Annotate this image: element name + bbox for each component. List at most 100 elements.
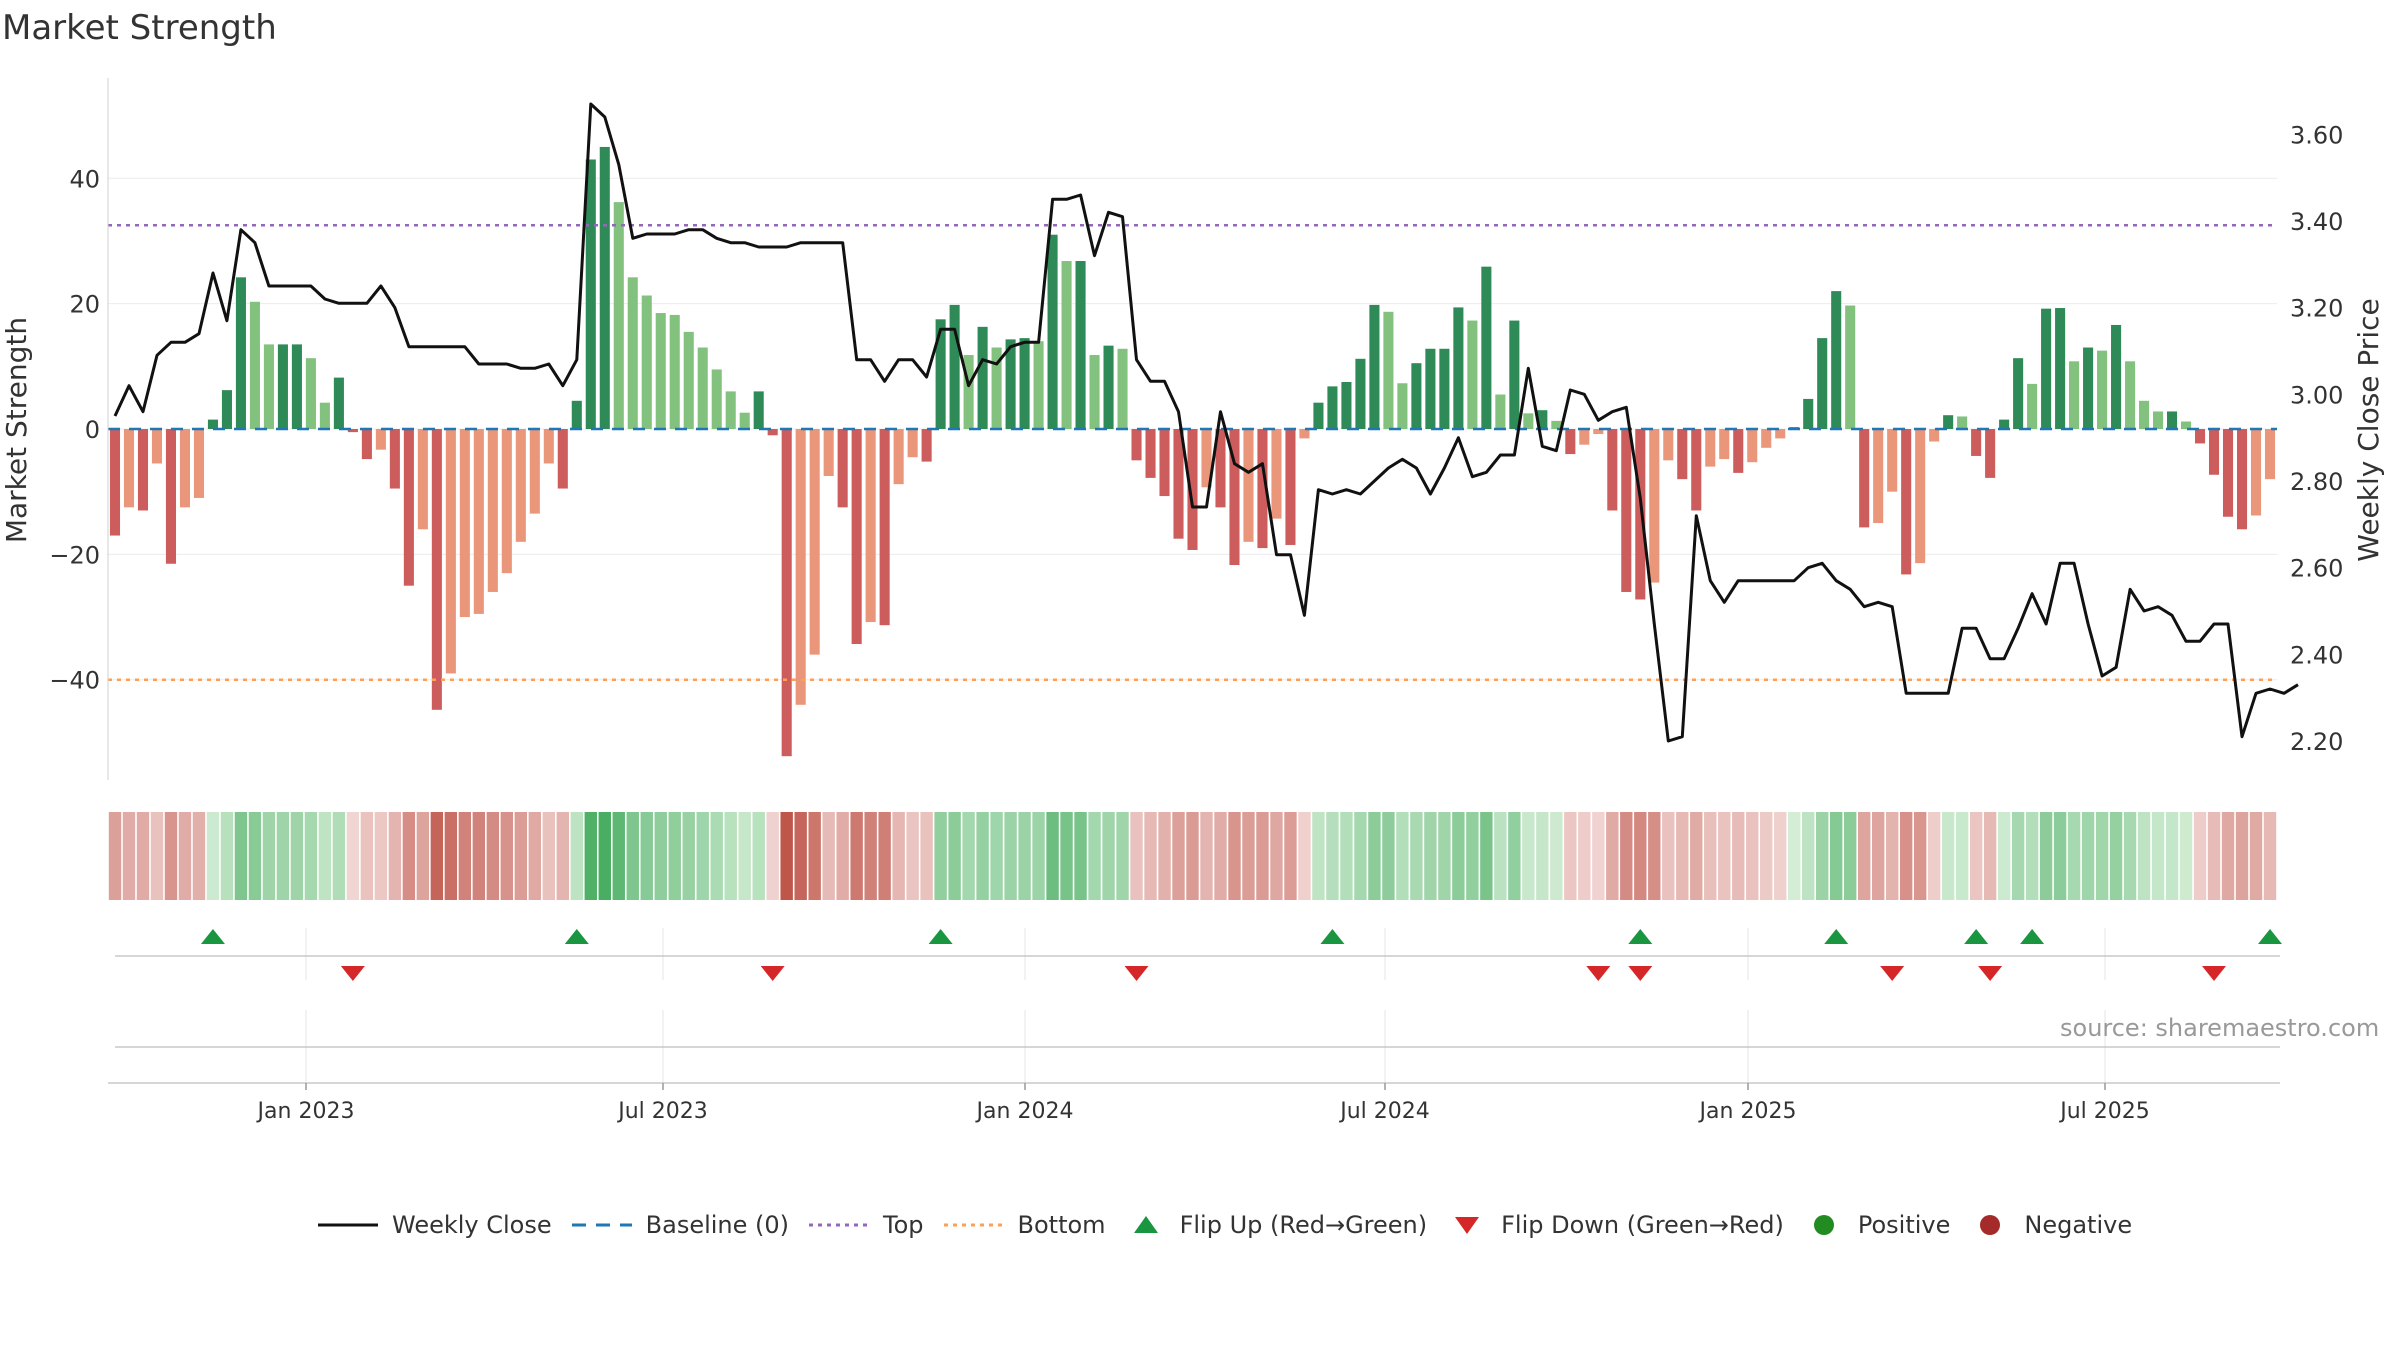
strength-bar xyxy=(1341,381,1352,429)
strip-cell xyxy=(1592,812,1605,900)
strength-bar xyxy=(2083,347,2094,429)
strip-cell xyxy=(276,812,290,900)
strength-bar xyxy=(347,429,358,433)
flip-up-marker xyxy=(1320,929,1345,944)
triangle-down-icon xyxy=(1455,1217,1480,1234)
strip-cell xyxy=(192,812,206,900)
flip-down-marker xyxy=(1628,966,1653,981)
strip-cell xyxy=(1550,812,1563,900)
strip-cell xyxy=(528,812,541,900)
strength-bar xyxy=(389,429,400,489)
strip-cell xyxy=(1410,812,1423,900)
strength-bar xyxy=(263,344,274,429)
strip-cell xyxy=(1941,812,1955,900)
y-tick-label-left: −40 xyxy=(49,667,100,695)
y-tick-label-right: 2.20 xyxy=(2290,728,2343,756)
strength-bar xyxy=(781,429,792,757)
strip-cell xyxy=(1871,812,1885,900)
strip-cell xyxy=(878,812,891,900)
strength-bar xyxy=(1131,429,1142,461)
strength-bar xyxy=(1537,410,1548,429)
strip-cell xyxy=(1885,812,1899,900)
flip-up-marker xyxy=(564,929,589,944)
strength-bar xyxy=(221,390,232,429)
strip-cell xyxy=(1857,812,1871,900)
strip-cell xyxy=(766,812,779,900)
legend: Weekly Close Baseline (0) Top Bottom Fli… xyxy=(318,1205,2152,1245)
strip-cell xyxy=(1508,812,1521,900)
strip-cell xyxy=(1788,812,1801,900)
strength-bar xyxy=(2208,429,2220,475)
strength-bar xyxy=(1649,429,1660,583)
strength-bar xyxy=(2125,361,2136,429)
strip-cell xyxy=(2095,812,2109,900)
strength-bar xyxy=(1355,358,1366,429)
strip-cell xyxy=(962,812,975,900)
strip-cell xyxy=(1116,812,1129,900)
flip-up-marker xyxy=(928,929,953,944)
legend-label: Baseline (0) xyxy=(645,1211,790,1239)
strip-cell xyxy=(640,812,653,900)
legend-dot-swatch xyxy=(943,1223,1004,1227)
legend-label: Weekly Close xyxy=(392,1211,552,1239)
flip-down-marker xyxy=(760,966,785,981)
strength-bar xyxy=(277,344,288,429)
flip-up-marker xyxy=(2258,929,2283,944)
strip-cell xyxy=(1452,812,1465,900)
strength-bar xyxy=(473,429,484,614)
x-tick-label: Jul 2023 xyxy=(616,1099,708,1124)
x-tick-label: Jan 2024 xyxy=(975,1099,1074,1124)
strip-cell xyxy=(1620,812,1633,900)
legend-label: Negative xyxy=(2024,1211,2133,1239)
strip-cell xyxy=(1494,812,1507,900)
strength-bar xyxy=(795,429,806,705)
strength-bar xyxy=(1145,429,1156,478)
flip-down-marker xyxy=(2202,966,2227,981)
legend-label: Positive xyxy=(1857,1211,1951,1239)
strip-cell xyxy=(1969,812,1983,900)
strength-bar xyxy=(459,429,470,618)
flip-down-marker xyxy=(1124,966,1149,981)
strength-bar xyxy=(529,429,540,514)
strip-cell xyxy=(108,812,122,900)
strength-bar xyxy=(823,429,834,477)
strip-cell xyxy=(500,812,514,900)
x-tick-label: Jan 2023 xyxy=(256,1099,355,1124)
strip-cell xyxy=(122,812,136,900)
strip-cell xyxy=(304,812,318,900)
strength-bar xyxy=(1327,386,1338,429)
strength-bar xyxy=(977,326,988,429)
strip-cell xyxy=(836,812,849,900)
y-tick-label-right: 2.80 xyxy=(2290,468,2343,496)
strip-cell xyxy=(248,812,262,900)
strength-bar xyxy=(361,429,372,460)
strength-bar xyxy=(1985,429,1996,478)
strip-cell xyxy=(1844,812,1857,900)
strip-cell xyxy=(1032,812,1045,900)
strength-bar xyxy=(613,202,624,429)
strip-cell xyxy=(1312,812,1325,900)
strength-bar xyxy=(753,391,764,429)
strength-bar xyxy=(1943,415,1954,429)
strength-bar xyxy=(991,347,1002,429)
strip-cell xyxy=(1955,812,1969,900)
axes: −40 −20 0 20 40 2.20 2.40 2.60 2.80 3.00 3.20 3.40 3… xyxy=(49,78,2343,780)
strip-cell xyxy=(696,812,709,900)
strength-bar xyxy=(669,314,680,429)
strip-cell xyxy=(1270,812,1283,900)
strength-bar xyxy=(109,429,121,536)
strip-cell xyxy=(388,812,402,900)
strength-bar xyxy=(123,429,135,508)
reference-lines xyxy=(108,224,2277,681)
strip-cell xyxy=(1732,812,1745,900)
strip-cell xyxy=(1340,812,1353,900)
strip-cell xyxy=(1382,812,1395,900)
strength-bar xyxy=(165,429,177,564)
legend-negative: Negative xyxy=(1970,1211,2132,1239)
strength-bar xyxy=(1369,304,1380,429)
strip-cell xyxy=(1186,812,1199,900)
strength-bar xyxy=(1271,429,1282,519)
y-axis-label-left: Market Strength xyxy=(0,317,33,543)
strip-cell xyxy=(1830,812,1843,900)
